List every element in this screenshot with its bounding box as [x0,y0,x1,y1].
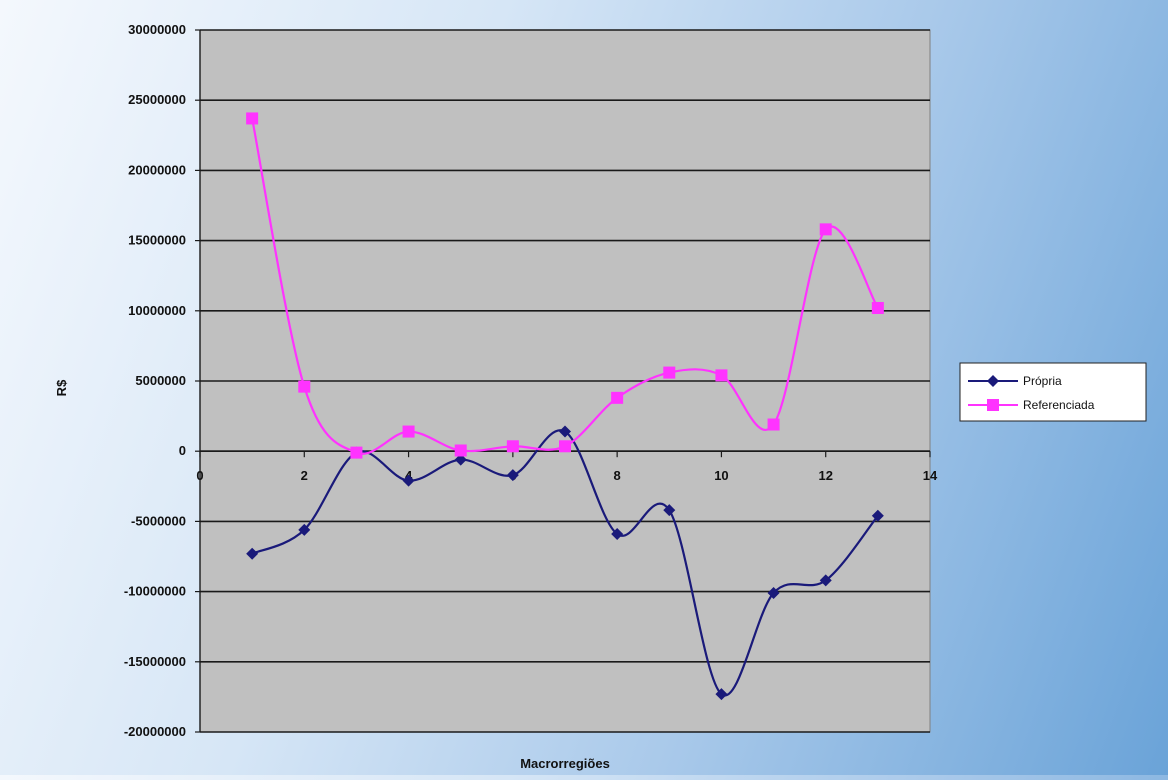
data-point-propria [402,474,415,487]
series-propria [246,425,884,701]
legend: Própria Referenciada [959,362,1147,422]
x-tick-label: 0 [196,468,203,483]
data-point-referenciada [767,418,780,431]
legend-marker-propria [987,375,999,387]
data-point-propria [611,528,624,541]
data-point-referenciada [663,366,676,379]
legend-box [959,362,1147,422]
y-tick-label: -10000000 [124,584,186,599]
y-tick-label: -5000000 [131,513,186,528]
data-point-propria [246,547,259,560]
y-tick-label: 15000000 [128,233,186,248]
data-point-referenciada [402,425,415,438]
data-point-referenciada [506,440,519,453]
legend-label-referenciada: Referenciada [1023,398,1095,412]
y-tick-label: -20000000 [124,724,186,739]
data-point-propria [767,587,780,600]
x-tick-label: 12 [818,468,832,483]
x-tick-label: 2 [301,468,308,483]
data-point-propria [871,509,884,522]
data-point-propria [298,523,311,536]
data-point-propria [506,469,519,482]
data-point-propria [819,574,832,587]
y-tick-label: 0 [179,443,186,458]
data-point-propria [715,688,728,701]
y-tick-labels: 30000000 25000000 20000000 15000000 10000000… [124,22,186,739]
series-referenciada [246,112,884,459]
y-tick-label: -15000000 [124,654,186,669]
data-point-propria [663,504,676,517]
data-point-referenciada [871,301,884,314]
x-tick-label: 14 [923,468,938,483]
y-tick-label: 20000000 [128,162,186,177]
y-axis-label: R$ [54,379,69,396]
x-tick-label: 8 [614,468,621,483]
data-point-propria [559,425,571,438]
data-point-referenciada [350,446,363,459]
data-point-referenciada [819,223,832,236]
data-point-referenciada [559,440,571,453]
data-point-referenciada [454,444,467,457]
legend-marker-referenciada [987,399,999,411]
x-axis-label: Macrorregiões [520,756,610,771]
data-point-referenciada [246,112,259,125]
y-tick-label: 30000000 [128,22,186,37]
series-group [246,112,884,701]
y-tick-label: 25000000 [128,92,186,107]
data-point-referenciada [611,391,624,404]
data-point-propria [454,453,467,466]
data-point-referenciada [715,369,728,382]
x-tick-label: 10 [714,468,728,483]
y-tick-label: 10000000 [128,303,186,318]
y-tick-label: 5000000 [135,373,186,388]
legend-label-propria: Própria [1023,374,1062,388]
data-point-referenciada [298,380,311,393]
